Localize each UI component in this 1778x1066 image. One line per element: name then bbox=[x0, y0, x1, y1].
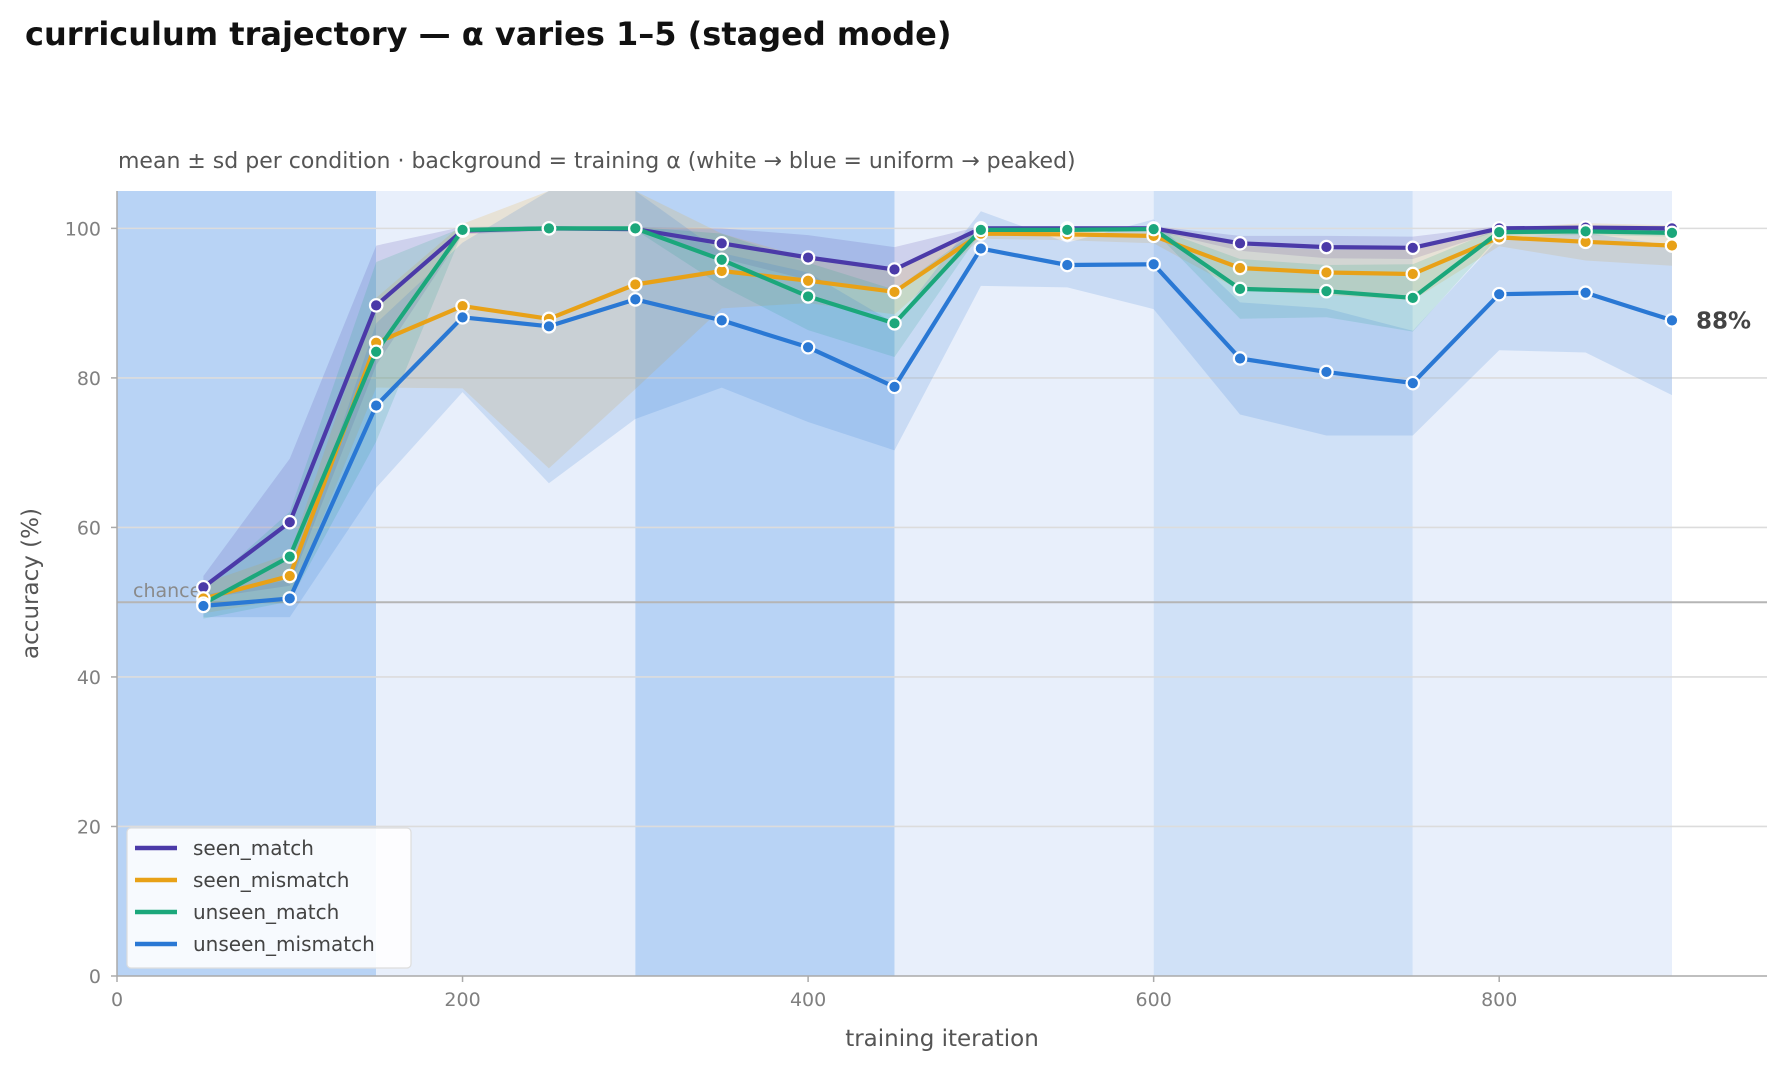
point-unseen-mismatch-200 bbox=[455, 310, 470, 325]
point-unseen-match-250 bbox=[541, 221, 557, 236]
y-tick-label-20: 20 bbox=[77, 816, 101, 838]
point-unseen-mismatch-400 bbox=[800, 339, 816, 355]
sd-band-unseen-mismatch bbox=[203, 191, 1672, 618]
point-unseen-match-400 bbox=[800, 289, 816, 304]
point-seen-match-150 bbox=[368, 298, 384, 313]
x-tick-label-800: 800 bbox=[1481, 989, 1517, 1011]
point-unseen-mismatch-350 bbox=[714, 313, 730, 328]
legend: seen_match seen_mismatch unseen_matchunsee… bbox=[126, 827, 412, 969]
point-seen-mismatch-300 bbox=[628, 277, 643, 292]
point-unseen-match-500 bbox=[973, 222, 989, 238]
alpha-background-bands bbox=[117, 191, 1672, 976]
legend-label-unseen-match: unseen_match bbox=[193, 900, 339, 924]
point-unseen-mismatch-850 bbox=[1578, 285, 1593, 300]
x-tick-label-200: 200 bbox=[444, 989, 480, 1011]
point-unseen-mismatch-900 bbox=[1664, 313, 1680, 328]
x-tick-label-400: 400 bbox=[790, 989, 826, 1011]
legend-label-seen-match: seen_match bbox=[193, 836, 314, 860]
legend-item-seen-match: seen_match bbox=[135, 836, 314, 860]
point-unseen-mismatch-700 bbox=[1319, 364, 1334, 380]
point-unseen-match-200 bbox=[455, 222, 470, 238]
point-seen-match-100 bbox=[282, 514, 298, 530]
point-unseen-match-550 bbox=[1059, 222, 1075, 238]
point-seen-match-750 bbox=[1405, 240, 1421, 256]
point-unseen-match-900 bbox=[1664, 225, 1680, 241]
point-seen-match-650 bbox=[1232, 236, 1248, 251]
y-axis-label: accuracy (%) bbox=[18, 508, 44, 659]
point-unseen-match-700 bbox=[1319, 283, 1334, 299]
point-seen-match-700 bbox=[1319, 239, 1334, 255]
series-points bbox=[196, 220, 1680, 614]
chance-label: chance bbox=[133, 580, 201, 602]
point-unseen-mismatch-500 bbox=[973, 241, 989, 256]
x-tick-label-600: 600 bbox=[1136, 989, 1172, 1011]
point-unseen-match-150 bbox=[368, 344, 384, 360]
point-unseen-mismatch-550 bbox=[1059, 257, 1075, 273]
point-seen-mismatch-650 bbox=[1232, 260, 1248, 276]
line-unseen-match bbox=[201, 226, 1675, 606]
line-seen-mismatch bbox=[201, 231, 1675, 601]
x-axis-label: training iteration bbox=[845, 1026, 1039, 1052]
point-unseen-match-350 bbox=[714, 252, 730, 268]
point-unseen-match-650 bbox=[1232, 281, 1248, 297]
legend-label-seen-mismatch: seen_mismatch bbox=[193, 868, 349, 892]
point-unseen-mismatch-250 bbox=[541, 319, 557, 334]
chart-title: curriculum trajectory — α varies 1–5 (st… bbox=[25, 15, 951, 53]
legend-box bbox=[126, 827, 412, 969]
point-unseen-mismatch-50 bbox=[196, 598, 211, 614]
alpha-band-4 bbox=[894, 191, 1154, 976]
point-seen-match-450 bbox=[887, 262, 902, 277]
point-unseen-mismatch-750 bbox=[1405, 375, 1421, 391]
y-tick-label-80: 80 bbox=[77, 368, 101, 390]
point-seen-mismatch-100 bbox=[282, 568, 298, 584]
x-tick-label-0: 0 bbox=[111, 989, 123, 1011]
point-seen-mismatch-700 bbox=[1319, 265, 1334, 280]
alpha-band-5 bbox=[1153, 191, 1413, 976]
point-seen-match-400 bbox=[800, 250, 816, 265]
point-unseen-match-450 bbox=[887, 316, 902, 331]
chart-subtitle: mean ± sd per condition · background = t… bbox=[118, 149, 1076, 174]
point-unseen-mismatch-150 bbox=[368, 398, 384, 413]
point-unseen-mismatch-300 bbox=[628, 292, 643, 307]
legend-item-unseen-mismatch: unseen_mismatch bbox=[135, 932, 375, 956]
axes bbox=[116, 191, 1767, 977]
point-seen-match-350 bbox=[714, 236, 730, 251]
legend-label-unseen-mismatch: unseen_mismatch bbox=[193, 932, 375, 956]
y-tick-label-40: 40 bbox=[77, 667, 101, 689]
series-lines bbox=[201, 225, 1675, 609]
sd-band-seen-mismatch bbox=[203, 191, 1672, 614]
point-unseen-mismatch-650 bbox=[1232, 351, 1248, 366]
point-seen-mismatch-900 bbox=[1664, 238, 1680, 253]
legend-item-unseen-match: unseen_match bbox=[135, 900, 339, 924]
y-tick-label-100: 100 bbox=[65, 218, 101, 240]
legend-item-seen-mismatch: seen_mismatch bbox=[135, 868, 349, 892]
sd-bands bbox=[203, 191, 1672, 619]
point-unseen-match-800 bbox=[1491, 224, 1507, 240]
y-tick-label-60: 60 bbox=[77, 517, 101, 539]
point-unseen-mismatch-800 bbox=[1491, 286, 1507, 302]
point-seen-mismatch-450 bbox=[887, 284, 902, 300]
y-tick-label-0: 0 bbox=[89, 966, 101, 988]
alpha-band-3 bbox=[635, 191, 895, 976]
point-unseen-match-300 bbox=[628, 221, 643, 236]
line-seen-match bbox=[201, 225, 1675, 590]
point-seen-mismatch-400 bbox=[800, 273, 816, 289]
y-axis-ticks: 0 20 40 60 80 100 bbox=[65, 218, 117, 988]
line-unseen-mismatch bbox=[201, 246, 1675, 609]
point-unseen-mismatch-600 bbox=[1146, 256, 1161, 272]
final-value-label: 88% bbox=[1696, 308, 1751, 334]
point-unseen-match-100 bbox=[282, 549, 298, 564]
point-unseen-mismatch-100 bbox=[282, 591, 298, 606]
point-unseen-match-850 bbox=[1578, 224, 1593, 239]
chance-reference: chance bbox=[117, 580, 1767, 604]
point-unseen-match-600 bbox=[1146, 221, 1161, 237]
point-unseen-match-750 bbox=[1405, 290, 1421, 306]
point-seen-mismatch-750 bbox=[1405, 266, 1421, 282]
x-axis-ticks: 0 200 400 600 800 bbox=[111, 976, 1517, 1011]
alpha-band-6 bbox=[1412, 191, 1672, 976]
point-unseen-mismatch-450 bbox=[887, 379, 902, 395]
